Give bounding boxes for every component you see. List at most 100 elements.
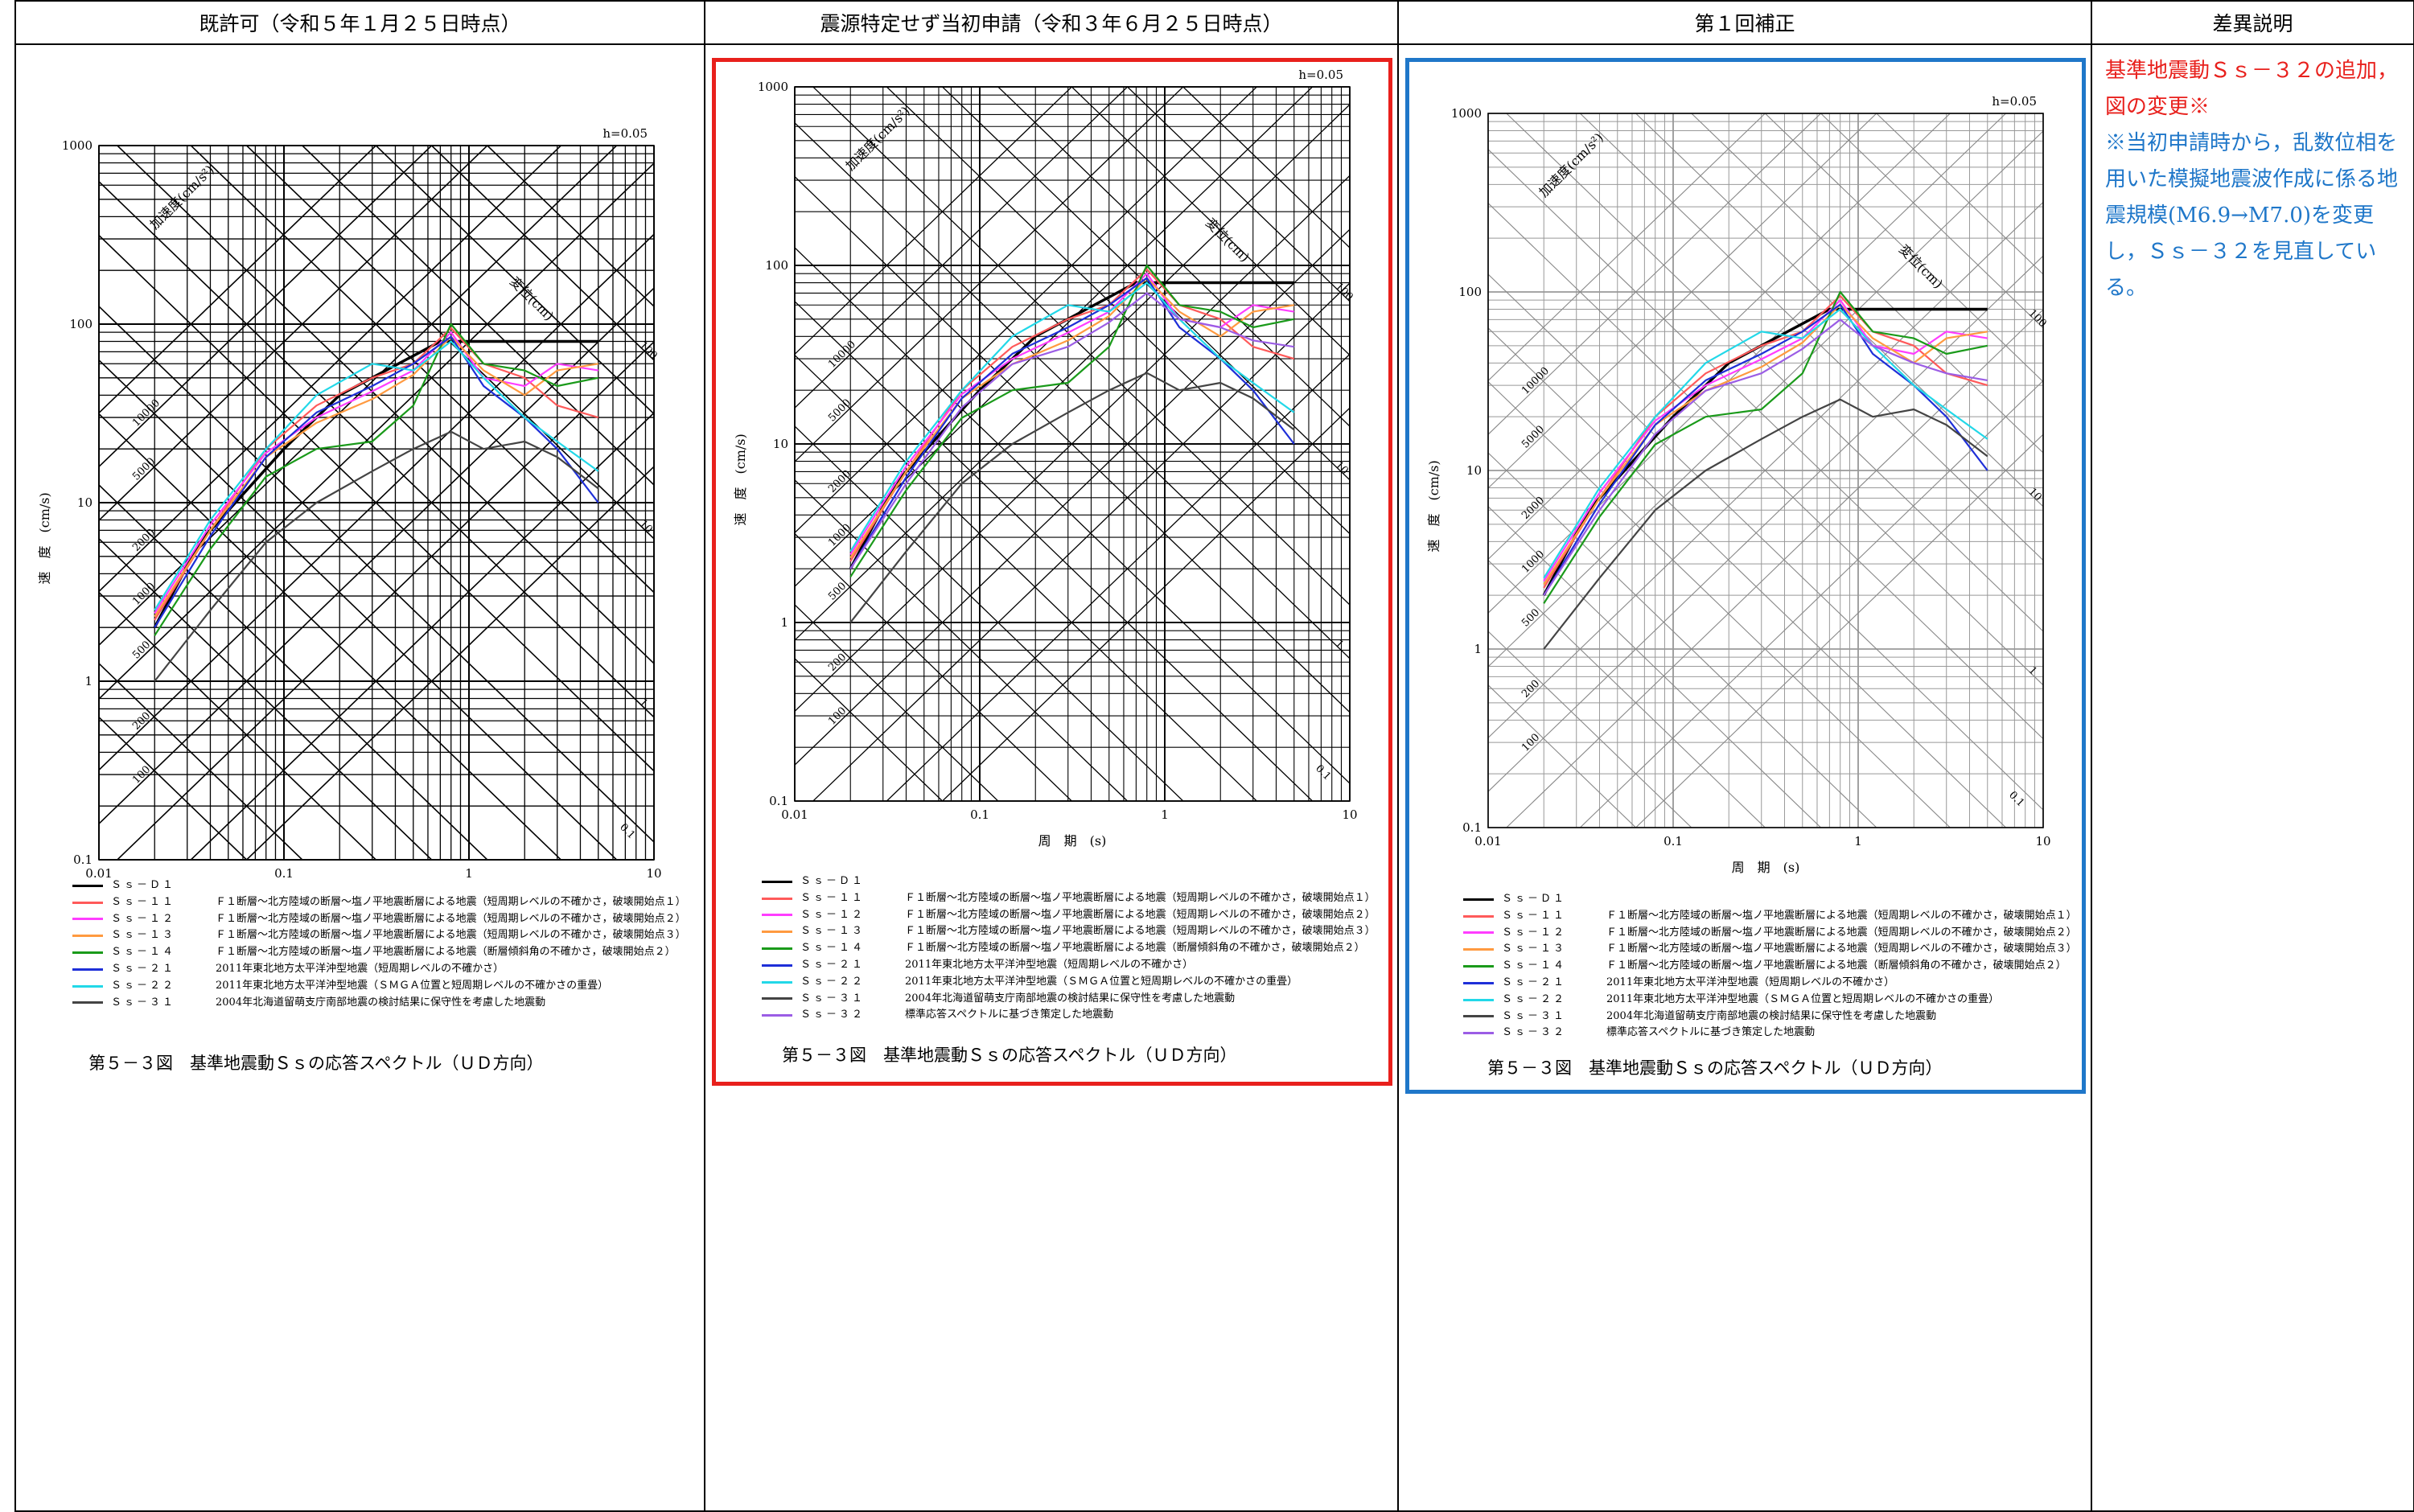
- disp-line: [1488, 684, 1637, 828]
- series-line-3: [849, 277, 1294, 559]
- figure-caption-revision: 第５－３図 基準地震動Ｓｓの応答スペクトル（ＵＤ方向）: [1487, 1058, 1943, 1078]
- legend-code: Ｓｓ－１４: [800, 942, 866, 955]
- disp-line: [99, 181, 654, 718]
- legend-swatch: [72, 884, 103, 887]
- series-line-0: [1542, 307, 1988, 596]
- legend-entry: Ｓｓ－Ｄ１: [1463, 891, 2077, 908]
- disp-tick-label: 100: [637, 339, 660, 362]
- series-line-7: [849, 372, 1295, 623]
- legend-code: Ｓｓ－１２: [800, 908, 866, 921]
- legend-desc: Ｆ１断層～北方陸域の断層～塩ノ平地震断層による地震（断層傾斜角の不確かさ，破壊開…: [216, 946, 676, 959]
- legend-initial: Ｓｓ－Ｄ１ Ｓｓ－１１ Ｆ１断層～北方陸域の断層～塩ノ平地震断層による地震（短周期レ…: [762, 873, 1376, 1024]
- legend-entry: Ｓｓ－３１ 2004年北海道留萌支庁南部地震の検討結果に保守性を考慮した地震動: [72, 995, 686, 1012]
- y-tick-label: 0.1: [769, 794, 788, 808]
- legend-entry: Ｓｓ－２１ 2011年東北地方太平洋沖型地震（短周期レベルの不確かさ）: [72, 961, 686, 978]
- series-line-0: [153, 339, 598, 628]
- disp-line: [1488, 506, 1822, 828]
- accel-line: [795, 104, 1350, 641]
- accel-tick-label: 5000: [130, 456, 158, 483]
- x-tick-label: 0.01: [85, 866, 112, 881]
- accel-line: [795, 175, 1350, 712]
- series-line-6: [154, 340, 599, 611]
- disp-line: [430, 146, 654, 361]
- legend-code: Ｓｓ－Ｄ１: [800, 875, 866, 887]
- legend-swatch: [72, 968, 103, 971]
- legend-swatch: [762, 931, 792, 934]
- x-tick-label: 0.01: [1474, 834, 1501, 848]
- legend-desc: Ｆ１断層～北方陸域の断層～塩ノ平地震断層による地震（短周期レベルの不確かさ，破壊…: [216, 895, 686, 908]
- disp-line: [1488, 327, 2007, 828]
- disp-line: [301, 146, 654, 486]
- disp-tick-label: 10: [637, 518, 655, 536]
- legend-entry: Ｓｓ－３２ 標準応答スペクトルに基づき策定した地震動: [1463, 1025, 2077, 1042]
- header-first-revision: 第１回補正: [1397, 0, 2092, 45]
- legend-desc: 2004年北海道留萌支庁南部地震の検討結果に保守性を考慮した地震動: [1606, 1009, 1937, 1022]
- x-axis-label: 周 期 (s): [1038, 833, 1107, 848]
- plot-frame: [794, 86, 1351, 802]
- legend-entry: Ｓｓ－２１ 2011年東北地方太平洋沖型地震（短周期レベルの不確かさ）: [762, 957, 1376, 974]
- disp-line: [1488, 452, 1877, 828]
- disp-line: [997, 87, 1350, 427]
- legend-entry: Ｓｓ－１３ Ｆ１断層～北方陸域の断層～塩ノ平地震断層による地震（短周期レベルの不確…: [1463, 941, 2077, 958]
- accel-tick-label: 5000: [1520, 424, 1547, 451]
- legend-entry: Ｓｓ－３２ 標準応答スペクトルに基づき策定した地震動: [762, 1007, 1376, 1024]
- x-tick-label: 10: [646, 866, 661, 881]
- accel-line: [795, 87, 1073, 355]
- legend-desc: Ｆ１断層～北方陸域の断層～塩ノ平地震断層による地震（断層傾斜角の不確かさ，破壊開…: [905, 942, 1365, 955]
- series-line-6: [849, 281, 1295, 553]
- accel-tick-label: 2000: [1520, 495, 1547, 522]
- legend-swatch: [72, 984, 103, 988]
- disp-line: [1635, 113, 2043, 507]
- series-line-4: [1543, 290, 1988, 604]
- disp-line: [795, 479, 1129, 801]
- accel-line: [245, 466, 654, 860]
- legend-code: Ｓｓ－３２: [800, 1009, 866, 1021]
- cell-initial-application: 0.01 0.1 1 10 0.1 1 10 100 1000 周 期 (s) 速 度 (cm/s)…: [704, 43, 1399, 1512]
- accel-tick-label: 10000: [1520, 365, 1552, 397]
- y-tick-label: 0.1: [73, 853, 93, 867]
- disp-line: [1876, 113, 2043, 275]
- legend-desc: 2011年東北地方太平洋沖型地震（短周期レベルの不確かさ）: [216, 962, 504, 975]
- series-group: [849, 264, 1295, 623]
- legend-swatch: [72, 935, 103, 938]
- legend-desc: 2011年東北地方太平洋沖型地震（ＳＭＧＡ位置と短周期レベルの不確かさの重畳）: [216, 979, 609, 992]
- legend-code: Ｓｓ－１１: [111, 895, 176, 908]
- legend-code: Ｓｓ－２１: [800, 958, 866, 971]
- legend-swatch: [1463, 1015, 1494, 1018]
- plot-frame: [1487, 113, 2044, 828]
- legend-desc: 標準応答スペクトルに基づき策定した地震動: [1606, 1026, 1816, 1039]
- header-difference: 差異説明: [2091, 0, 2414, 45]
- accel-line: [1488, 113, 1877, 489]
- y-tick-label: 10: [773, 437, 788, 451]
- accel-line: [812, 282, 1350, 801]
- y-axis-label: 速 度 (cm/s): [733, 433, 748, 525]
- legend-swatch: [762, 997, 792, 1000]
- x-axis-label: 周 期 (s): [1732, 860, 1800, 875]
- series-group: [153, 323, 599, 682]
- legend-entry: Ｓｓ－１１ Ｆ１断層～北方陸域の断層～塩ノ平地震断層による地震（短周期レベルの不確…: [762, 890, 1376, 907]
- legend-code: Ｓｓ－１２: [111, 912, 176, 925]
- x-tick-label: 0.1: [274, 866, 294, 881]
- header-initial-application: 震源特定せず当初申請（令和３年６月２５日時点）: [704, 0, 1399, 45]
- plot-frame: [98, 145, 655, 861]
- accel-tick-label: 1000: [1520, 549, 1547, 576]
- legend-swatch: [1463, 931, 1494, 935]
- legend-entry: Ｓｓ－１２ Ｆ１断層～北方陸域の断層～塩ノ平地震断層による地震（短周期レベルの不確…: [1463, 925, 2077, 942]
- y-axis-label: 速 度 (cm/s): [37, 492, 52, 584]
- series-line-4: [849, 264, 1295, 577]
- y-tick-label: 100: [1458, 285, 1482, 299]
- y-tick-label: 0.1: [1462, 820, 1482, 835]
- accel-line: [941, 407, 1350, 801]
- legend-code: Ｓｓ－２２: [800, 975, 866, 988]
- legend-entry: Ｓｓ－１４ Ｆ１断層～北方陸域の断層～塩ノ平地震断層による地震（断層傾斜角の不確か…: [762, 940, 1376, 957]
- accel-line: [1488, 130, 2043, 668]
- accel-tick-label: 500: [1520, 606, 1542, 629]
- legend-swatch: [72, 951, 103, 955]
- accel-tick-label: 100: [826, 705, 849, 728]
- y-axis-label: 速 度 (cm/s): [1426, 460, 1441, 552]
- legend-desc: Ｆ１断層～北方陸域の断層～塩ノ平地震断層による地震（短周期レベルの不確かさ，破壊…: [905, 925, 1376, 938]
- series-line-3: [154, 335, 598, 618]
- legend-swatch: [72, 918, 103, 921]
